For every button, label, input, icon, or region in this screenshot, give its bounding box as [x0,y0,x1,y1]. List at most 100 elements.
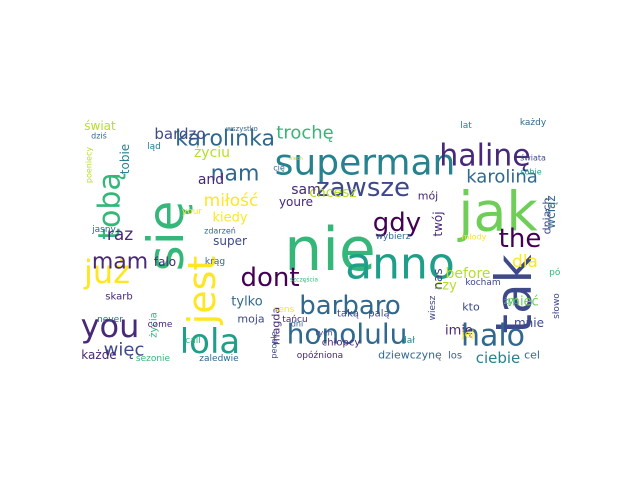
word-sens-89: sens [274,305,295,315]
word-dniach-50: dniach [541,198,554,235]
word-slowo-87: słowo [552,293,560,319]
word-dni-90: dni [291,320,303,329]
word-sam-34: sam [291,182,321,198]
word-barbaro-10: barbaro [299,291,401,321]
word-chcesz-32: chcesz [309,185,357,201]
word-swiata-93: świata [520,153,546,163]
word-dla-30: dla [512,252,538,272]
word-twoj-42: twój [431,211,445,236]
word-nam-19: nam [211,162,260,187]
word-zaledwie-59: zaledwie [199,354,239,364]
word-youre-33: youre [279,195,313,209]
word-magda-48: magda [270,307,283,345]
word-tobie-36: tobie [118,144,132,174]
word-los-56: los [448,351,462,362]
word-the-21: the [499,224,542,254]
word-juz-15: już [83,253,130,291]
word-taka-68: taką [337,309,359,320]
word-kocham-70: kocham [465,278,500,288]
word-call-74: call [185,336,200,346]
word-raz-27: raz [107,225,133,245]
word-zycia-65: życia [149,312,160,338]
word-lat-76: lat [460,121,472,131]
word-sobie-83: sobie [520,168,541,177]
word-czy-40: czy [435,279,457,294]
word-zawsze-14: zawsze [316,173,410,203]
word-zyc-53: żyć [504,296,519,307]
word-dziewczyne-57: dziewczynę [378,349,442,362]
word-jak-2: jak [457,181,538,244]
word-zdarzen-82: zdarzeń [204,227,236,236]
word-lad-79: ląd [147,142,161,152]
word-tancu-88: tańcu [282,315,307,325]
word-you-11: you [81,307,140,345]
word-kazdy-77: każdy [520,118,547,128]
word-moj-51: mój [418,190,439,203]
word-milosc-25: miłość [204,191,259,211]
word-nie-1: nie [284,215,376,285]
word-miec-39: mieć [507,295,538,310]
word-karolina-22: karolina [466,167,538,188]
word-krag-67: krąg [205,257,225,267]
word-moja-47: moja [237,313,264,326]
word-opozniona-58: opóźniona [297,350,343,361]
word-gdy-20: gdy [373,208,421,238]
word-poeniecy-95: poeniecy [85,147,94,184]
word-jest-6: jest [180,256,224,326]
word-pol-86: pól [549,267,560,278]
word-sezonie-63: sezonie [136,354,171,364]
word-come-73: come [148,320,173,330]
word-superman-5: superman [275,143,456,184]
word-jasny-81: jasny [91,225,116,235]
word-never-72: never [97,315,123,325]
word-nas-43: nas [431,268,445,289]
word-imie-38: imię [445,324,473,339]
word-cie-91: cię [273,164,285,173]
word-and-28: and [198,172,224,188]
word-tylko-46: tylko [231,295,262,310]
word-bardzo-24: bardzo [154,125,205,143]
word-sie-0: się [137,201,195,272]
word-szczescia-96: szczęścia [290,277,319,284]
word-wciaz-49: wciąż [544,195,558,228]
word-mnie-41: mnie [514,316,544,330]
word-kto-52: kto [462,301,480,314]
word-before-37: before [445,266,490,282]
word-dzis-94: dziś [91,131,107,141]
word-swiat-75: świat [84,119,116,133]
word-anno-3: anno [345,239,455,290]
word-tak-4: tak [485,254,543,333]
word-haline-7: halinę [439,139,531,174]
word-mlody-85: młody [462,233,487,242]
word-honolulu-9: honolulu [287,318,408,351]
word-niech-97: niech [289,156,303,162]
word-dal-61: dał [401,336,415,346]
word-wiec-26: więc [104,340,145,361]
word-skarb-66: skarb [105,292,132,303]
word-lola-8: lola [180,322,241,362]
word-falo-45: falo [154,255,176,269]
word-jej-54: jej [461,328,475,341]
word-cloud: się nie jak anno tak superman jest halinę lola ho… [80,110,560,366]
word-wiesz-71: wiesz [428,295,438,320]
word-ciebie-29: ciebie [476,349,521,366]
word-your-80: your [182,207,203,217]
word-karolinka-17: karolinka [175,127,275,152]
word-cel-55: cel [524,349,540,362]
word-kazde-62: każde [81,348,116,362]
word-mam-18: mam [92,250,148,275]
word-wybierz-84: wybierz [376,232,411,242]
word-halo-13: halo [461,319,525,354]
word-wszystko-78: wszystko [226,125,258,133]
word-troche-23: trochę [276,123,333,144]
word-kiedy-35: kiedy [212,211,247,226]
word-super-44: super [213,234,247,248]
word-chlopcy-60: chłopcy [322,338,361,349]
word-pala-69: palą [368,309,389,320]
word-tych-92: tych [315,329,332,338]
word-toba-16: tobą [93,172,128,240]
word-zyciu-31: życiu [194,145,230,161]
word-people-64: people [270,331,279,358]
word-dont-12: dont [240,263,299,293]
